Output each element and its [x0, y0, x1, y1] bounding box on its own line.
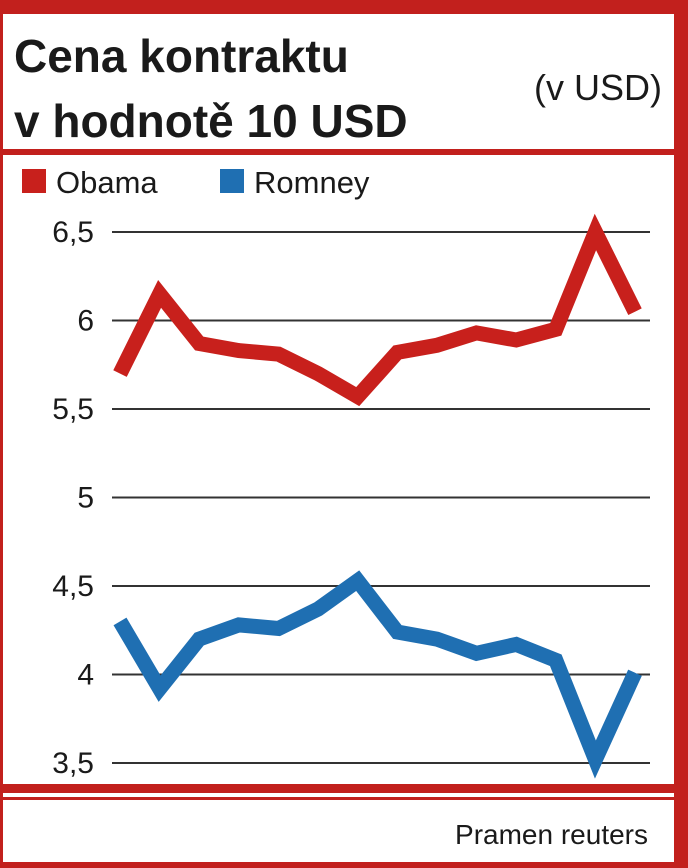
data-point-romney [476, 652, 478, 654]
data-point-romney [634, 672, 636, 674]
data-point-obama [119, 373, 121, 375]
data-point-obama [396, 351, 398, 353]
y-tick-label: 6,5 [52, 216, 94, 249]
legend-swatch-obama [22, 169, 46, 193]
legend-swatch-romney [220, 169, 244, 193]
data-point-romney [357, 580, 359, 582]
data-point-obama [476, 332, 478, 334]
frame-left-rule [0, 0, 3, 868]
chart-title-line-2: v hodnotě 10 USD [14, 95, 408, 147]
series-line-obama [113, 213, 642, 407]
data-point-obama [317, 373, 319, 375]
data-point-obama [238, 350, 240, 352]
data-point-romney [159, 688, 161, 690]
data-point-romney [238, 624, 240, 626]
data-point-romney [594, 759, 596, 761]
series-lines [113, 213, 642, 779]
frame-bottom-rule [0, 862, 688, 868]
y-tick-label: 4,5 [52, 570, 94, 603]
source-label: Pramen reuters [455, 819, 648, 850]
data-point-obama [198, 343, 200, 345]
legend-label-romney: Romney [254, 165, 370, 200]
data-point-obama [515, 339, 517, 341]
frame-top-rule [0, 0, 688, 14]
unit-label: (v USD) [534, 67, 662, 108]
data-point-obama [436, 344, 438, 346]
y-tick-label: 5,5 [52, 393, 94, 426]
data-point-obama [594, 231, 596, 233]
series-line-romney [113, 570, 642, 779]
data-point-obama [159, 293, 161, 295]
data-point-obama [555, 328, 557, 330]
title-rule [0, 149, 688, 155]
data-point-romney [278, 628, 280, 630]
data-point-romney [198, 638, 200, 640]
data-point-romney [436, 638, 438, 640]
y-tick-label: 3,5 [52, 747, 94, 780]
data-point-romney [555, 659, 557, 661]
chart-title-line-1: Cena kontraktu [14, 30, 349, 82]
data-point-obama [357, 396, 359, 398]
data-point-romney [396, 631, 398, 633]
frame-right-rule [674, 0, 688, 868]
data-point-obama [634, 311, 636, 313]
data-point-romney [119, 620, 121, 622]
data-point-obama [278, 353, 280, 355]
footer-rule-thin [0, 797, 688, 800]
data-point-romney [515, 643, 517, 645]
y-tick-label: 5 [77, 482, 94, 515]
footer-rule-thick [0, 784, 688, 793]
y-tick-label: 4 [77, 659, 94, 692]
legend-label-obama: Obama [56, 165, 158, 200]
y-tick-label: 6 [77, 305, 94, 338]
y-axis-tick-labels: 6,5 6 5,5 5 4,5 4 3,5 [52, 216, 94, 780]
gridlines [112, 231, 650, 764]
data-point-romney [317, 608, 319, 610]
